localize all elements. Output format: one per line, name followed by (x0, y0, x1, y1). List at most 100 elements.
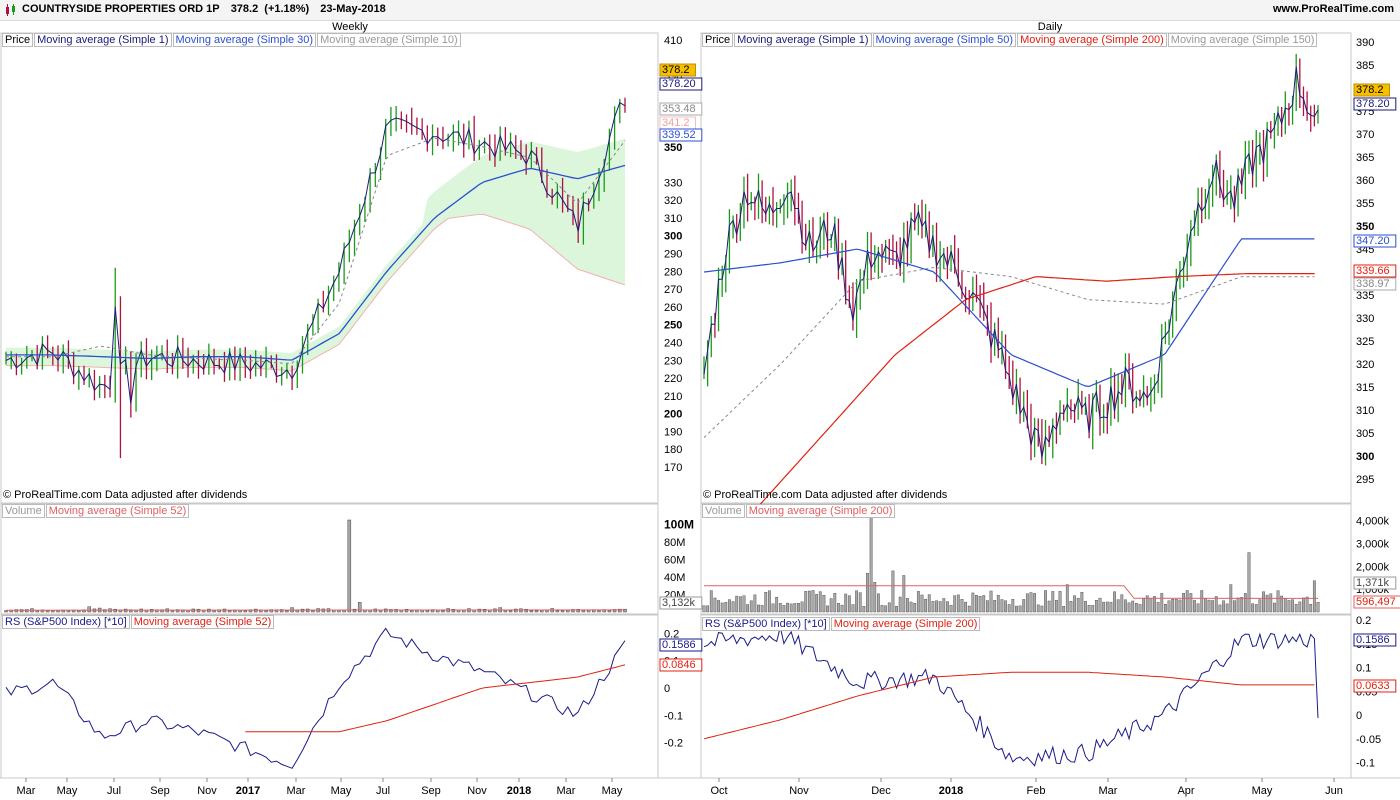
site-url[interactable]: www.ProRealTime.com (1272, 3, 1394, 15)
right-rs-ma-line (703, 671, 1315, 740)
volume-bar (880, 605, 884, 613)
volume-bar (1243, 593, 1247, 613)
right-rs-ma-tag: 0.0633 (1356, 680, 1390, 692)
volume-bar (866, 572, 869, 613)
volume-bar (960, 599, 964, 613)
volume-bar (1164, 603, 1167, 613)
volume-bar (1022, 599, 1026, 613)
legend-ma200-daily[interactable]: Moving average (Simple 200) (1017, 33, 1167, 47)
legend-ma1-daily[interactable]: Moving average (Simple 1) (734, 33, 872, 47)
volume-bar (45, 610, 50, 613)
right-copyright: © ProRealTime.com Data adjusted after di… (703, 489, 948, 501)
volume-bar (1167, 600, 1171, 613)
volume-bar (1174, 598, 1178, 613)
volume-bar (1113, 591, 1116, 613)
volume-bar (227, 610, 232, 613)
volume-bar (913, 603, 917, 613)
legend-vol-ma52[interactable]: Moving average (Simple 52) (45, 504, 190, 518)
right-volume-panel (700, 503, 1352, 615)
volume-bar (891, 570, 895, 613)
legend-ma30[interactable]: Moving average (Simple 30) (172, 33, 317, 47)
volume-bar (1124, 599, 1127, 613)
legend-ma50-daily[interactable]: Moving average (Simple 50) (872, 33, 1017, 47)
volume-bar (1044, 590, 1047, 613)
left-price-tick: 310 (664, 213, 682, 225)
volume-bar (1058, 591, 1062, 613)
left-x-label: Jul (107, 785, 121, 797)
volume-bar (1145, 595, 1149, 613)
period-weekly: Weekly (332, 21, 368, 33)
left-copyright: © ProRealTime.com Data adjusted after di… (3, 489, 248, 501)
volume-bar (717, 600, 720, 613)
volume-bar (1258, 599, 1262, 613)
volume-bar (738, 596, 742, 613)
legend-price-daily[interactable]: Price (702, 33, 734, 47)
volume-bar (1265, 594, 1269, 613)
volume-bar (1236, 597, 1240, 613)
left-rs-line (5, 627, 626, 769)
right-volume-bars (702, 515, 1320, 613)
legend-volume[interactable]: Volume (2, 504, 45, 518)
volume-bar (1127, 602, 1131, 613)
volume-bar (1018, 605, 1022, 613)
legend-vol-ma200[interactable]: Moving average (Simple 200) (745, 504, 896, 518)
legend-ma1[interactable]: Moving average (Simple 1) (34, 33, 172, 47)
volume-bar (1033, 593, 1037, 613)
volume-bar (597, 610, 601, 613)
legend-rs[interactable]: RS (S&P500 Index) [*10] (2, 615, 130, 629)
right-price-tick: 295 (1356, 474, 1374, 486)
volume-bar (357, 602, 362, 613)
volume-bar (1225, 603, 1229, 613)
legend-rs-daily[interactable]: RS (S&P500 Index) [*10] (702, 617, 830, 631)
volume-bar (1156, 602, 1160, 613)
volume-bar (1098, 597, 1102, 613)
left-tag-last: 378.2 (662, 64, 690, 76)
volume-bar (560, 610, 565, 613)
volume-bar (1189, 593, 1193, 613)
left-rs-tick: 0.2 (664, 628, 679, 640)
volume-bar (786, 602, 789, 613)
left-x-label: May (57, 785, 78, 797)
volume-bar (269, 609, 274, 613)
volume-bar (1316, 601, 1320, 613)
left-volume-bars (4, 519, 627, 613)
left-cloud-edge (6, 213, 626, 372)
left-volume-tick: 100M (664, 517, 694, 531)
right-rs-panel (700, 614, 1352, 779)
volume-bar (764, 592, 768, 613)
volume-bar (982, 595, 986, 613)
right-ma50-line (703, 238, 1315, 388)
volume-bar (1091, 605, 1095, 613)
volume-bar (1000, 599, 1004, 613)
volume-bar (822, 594, 826, 613)
volume-bar (858, 592, 862, 613)
right-rs-tick: -0.05 (1356, 734, 1381, 746)
legend-price[interactable]: Price (2, 33, 34, 47)
volume-bar (873, 582, 877, 613)
right-price-bars (703, 53, 1319, 466)
volume-bar (285, 610, 289, 613)
volume-bar (724, 602, 728, 613)
legend-rs-ma52[interactable]: Moving average (Simple 52) (130, 615, 275, 629)
left-tag-ma1: 378.20 (662, 78, 696, 90)
left-rs-tick: 0 (664, 683, 670, 695)
volume-bar (623, 608, 627, 613)
legend-volume-daily[interactable]: Volume (702, 504, 745, 518)
volume-bar (1298, 601, 1302, 613)
left-price-panel (0, 32, 659, 504)
volume-bar (1051, 591, 1055, 613)
volume-bar (1105, 601, 1109, 613)
volume-bar (1007, 604, 1011, 613)
volume-bar (1076, 597, 1080, 613)
legend-ma10[interactable]: Moving average (Simple 10) (317, 33, 461, 47)
volume-bar (1160, 593, 1164, 613)
volume-bar (482, 609, 487, 613)
legend-ma150-daily[interactable]: Moving average (Simple 150) (1167, 33, 1318, 47)
legend-rs-ma200[interactable]: Moving average (Simple 200) (830, 617, 981, 631)
volume-bar (1294, 604, 1298, 613)
volume-bar (534, 610, 539, 613)
right-volume-tick: 4,000k (1356, 516, 1390, 528)
left-tag-ma30: 339.52 (662, 129, 696, 141)
right-x-label: Jun (1325, 785, 1343, 797)
